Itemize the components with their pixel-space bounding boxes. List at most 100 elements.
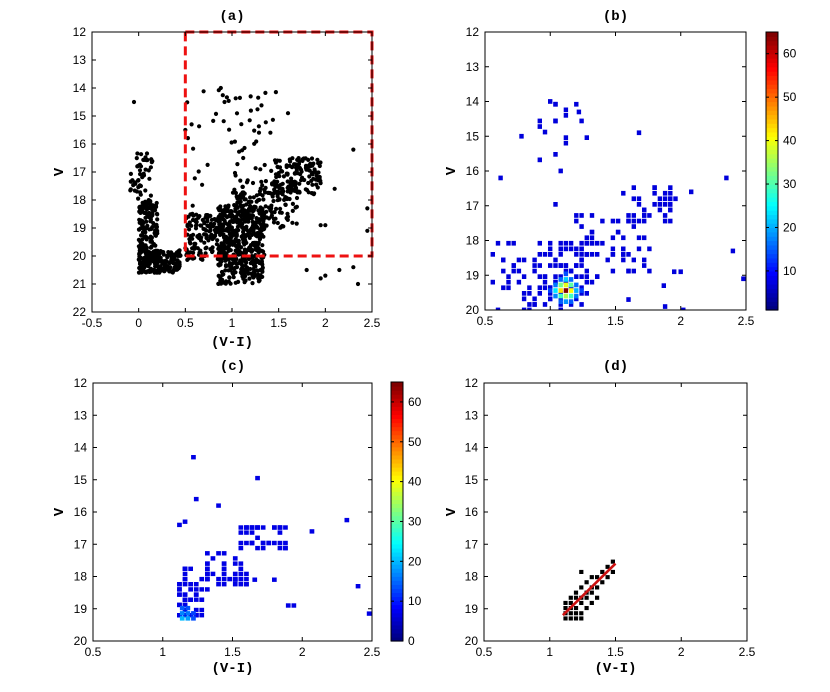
density-cell <box>657 196 663 202</box>
density-cell <box>521 296 527 302</box>
star-point <box>290 208 295 213</box>
star-point <box>254 139 259 144</box>
star-point <box>136 178 141 183</box>
density-cell <box>537 118 542 124</box>
star-point <box>238 258 243 263</box>
star-point <box>160 259 165 264</box>
star-point <box>260 243 265 248</box>
density-cell <box>548 240 553 246</box>
star-point <box>259 261 265 266</box>
star-point <box>139 233 144 238</box>
plot-area-a <box>128 85 370 287</box>
colorbar-segment <box>391 620 403 626</box>
star-point <box>190 203 195 208</box>
star-point <box>197 250 202 255</box>
density-cell <box>579 252 584 257</box>
star-point <box>257 236 263 241</box>
star-point <box>132 180 137 185</box>
star-point <box>152 267 157 272</box>
density-cell <box>563 246 569 252</box>
selected-star <box>573 590 579 595</box>
star-point <box>148 269 153 274</box>
density-cell <box>205 551 210 556</box>
star-point <box>241 209 246 214</box>
colorbar-frame <box>390 381 404 642</box>
star-point <box>224 95 229 100</box>
colorbar-segment <box>766 53 778 59</box>
star-point <box>242 280 247 285</box>
star-point <box>128 171 133 176</box>
star-point <box>190 211 195 216</box>
star-point <box>256 124 261 129</box>
density-cell <box>216 551 221 556</box>
y-tick-label: 14 <box>74 441 88 455</box>
density-cell <box>657 207 663 213</box>
star-point <box>294 165 299 170</box>
density-cell <box>238 571 244 577</box>
star-point <box>293 180 298 185</box>
colorbar-segment <box>391 483 403 488</box>
star-point <box>293 205 298 210</box>
star-point <box>248 213 253 218</box>
colorbar-segment <box>766 62 778 68</box>
colorbar-segment <box>766 75 778 81</box>
star-point <box>260 183 265 188</box>
density-cell <box>631 213 636 218</box>
star-point <box>212 221 217 226</box>
star-point <box>365 228 370 233</box>
density-cell <box>511 268 516 274</box>
density-cell <box>610 235 616 241</box>
star-point <box>316 170 321 175</box>
colorbar-segment <box>766 301 778 307</box>
density-cell <box>537 291 542 296</box>
colorbar-segment <box>391 624 403 630</box>
density-cell <box>574 101 579 107</box>
y-tick-label: 19 <box>73 221 87 235</box>
density-cell <box>558 307 563 310</box>
density-cell <box>568 299 574 304</box>
selected-star <box>568 595 573 600</box>
star-point <box>309 171 314 176</box>
colorbar-segment <box>391 568 403 573</box>
density-cell <box>193 597 199 602</box>
star-point <box>135 164 140 169</box>
colorbar-segment <box>766 223 778 229</box>
star-point <box>242 219 247 224</box>
density-cell <box>579 257 584 263</box>
colorbar-segment <box>766 218 778 224</box>
star-point <box>222 99 227 105</box>
star-point <box>280 169 285 174</box>
star-point <box>277 158 282 163</box>
star-point <box>351 265 356 270</box>
star-point <box>152 208 158 213</box>
star-point <box>235 196 240 201</box>
colorbar-segment <box>766 296 778 302</box>
selected-star <box>595 585 600 590</box>
star-point <box>297 181 302 186</box>
star-point <box>296 162 301 167</box>
density-cell <box>579 118 584 124</box>
density-cell <box>199 607 205 613</box>
density-cell <box>193 607 199 613</box>
panel-title: (c) <box>220 359 245 375</box>
density-cell <box>626 213 631 218</box>
density-cell <box>563 279 569 285</box>
colorbar-segment <box>391 454 403 460</box>
colorbar-segment <box>391 543 403 549</box>
star-point <box>137 209 143 214</box>
star-point <box>177 248 182 253</box>
density-cell <box>621 190 626 196</box>
selected-star <box>595 595 600 600</box>
star-point <box>287 157 292 162</box>
density-cell <box>285 603 291 608</box>
star-point <box>151 252 157 258</box>
density-cell <box>199 613 205 618</box>
y-tick-label: 20 <box>74 634 88 648</box>
density-cell <box>506 279 511 285</box>
colorbar-segment <box>391 430 403 436</box>
star-point <box>306 190 311 195</box>
star-point <box>254 199 259 204</box>
density-cell <box>527 291 532 296</box>
colorbar-segment <box>391 531 403 537</box>
density-cell <box>558 288 563 293</box>
